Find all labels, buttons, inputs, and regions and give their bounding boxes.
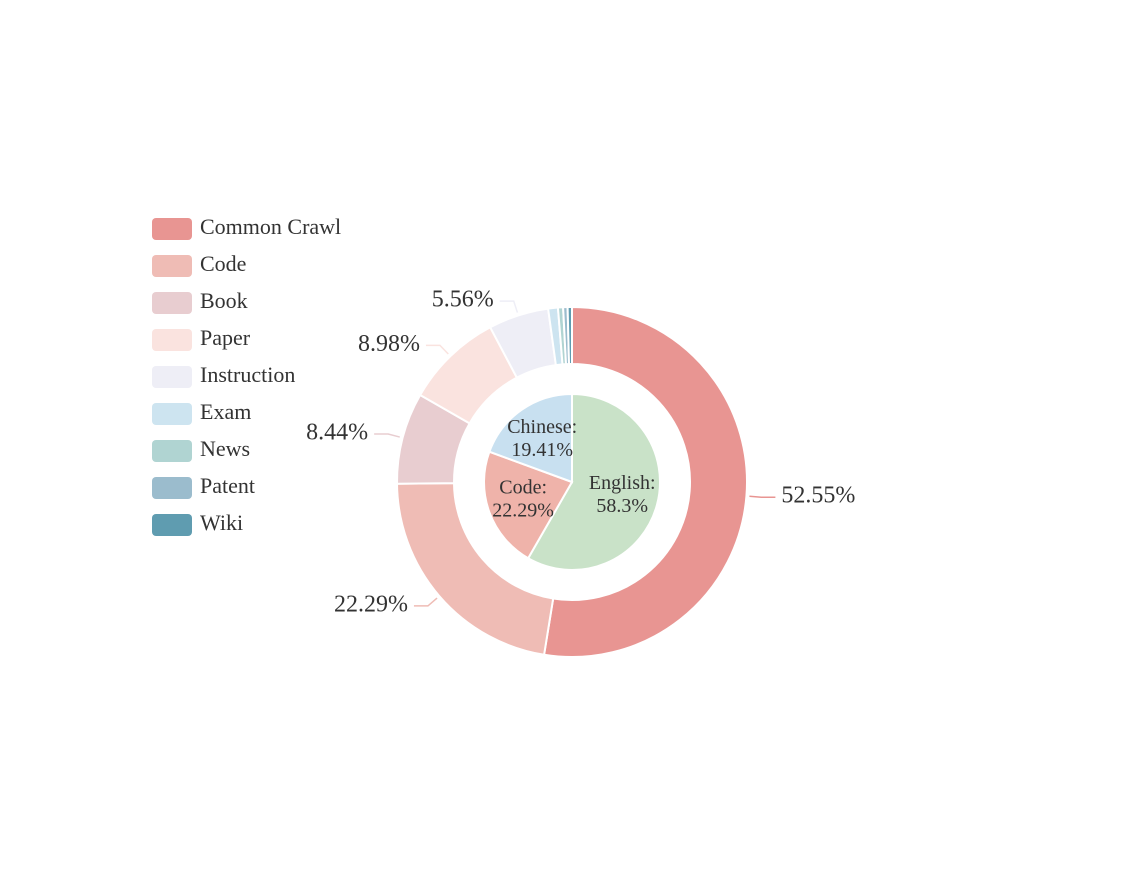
slice-label: 22.29%: [334, 591, 408, 617]
legend-text: News: [200, 436, 250, 461]
legend-swatch: [152, 255, 192, 277]
leader-line: [425, 344, 449, 355]
pie-slice: [483, 450, 574, 560]
leader-line: [499, 300, 519, 313]
slice-label: 19.41%: [511, 439, 573, 461]
slice-label: 52.55%: [781, 483, 855, 509]
leader-line: [749, 495, 776, 498]
slice-name: English:: [589, 472, 656, 494]
legend-swatch: [152, 218, 192, 240]
legend-swatch: [152, 514, 192, 536]
slice-label: 8.44%: [306, 420, 368, 446]
legend-swatch: [152, 403, 192, 425]
legend-text: Common Crawl: [200, 214, 341, 239]
legend-text: Wiki: [200, 510, 243, 535]
donut-slice: [566, 305, 573, 366]
legend-text: Exam: [200, 399, 251, 424]
slice-label: 8.98%: [358, 331, 420, 357]
leader-line: [374, 433, 400, 438]
slice-name: Chinese:: [507, 416, 577, 438]
slice-label: 5.56%: [432, 287, 494, 313]
legend-text: Book: [200, 288, 248, 313]
legend-text: Instruction: [200, 362, 295, 387]
pie-slice: [488, 392, 573, 484]
donut-slice: [542, 305, 748, 658]
slice-name: Code:: [499, 476, 547, 498]
legend-text: Code: [200, 251, 246, 276]
pie-slice: [526, 392, 661, 571]
slice-label: 58.3%: [596, 495, 648, 517]
legend-swatch: [152, 440, 192, 462]
legend-swatch: [152, 366, 192, 388]
legend-swatch: [152, 477, 192, 499]
legend-swatch: [152, 329, 192, 351]
legend-text: Patent: [200, 473, 255, 498]
legend-text: Paper: [200, 325, 251, 350]
slice-label: 22.29%: [492, 499, 554, 521]
legend-swatch: [152, 292, 192, 314]
leader-line: [413, 597, 438, 607]
